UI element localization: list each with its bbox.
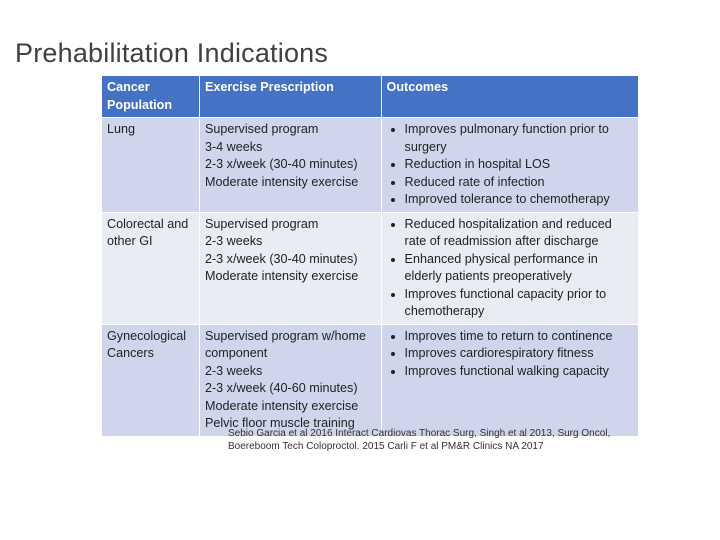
outcomes-list: Improves pulmonary function prior to sur… [387, 121, 633, 209]
prescription-item: Moderate intensity exercise [204, 269, 359, 283]
prescription-item: 2-3 x/week (30-40 minutes) [204, 157, 358, 171]
outcomes-list: Improves time to return to continenceImp… [387, 328, 633, 381]
prescription-item: 2-3 x/week (40-60 minutes) [204, 381, 358, 395]
prescription-cell: Supervised program 2-3 weeks 2-3 x/week (3… [198, 211, 382, 325]
header-cell: Outcomes [380, 75, 640, 118]
slide-title: Prehabilitation Indications [15, 38, 329, 68]
outcome-item: Reduced rate of infection [405, 174, 633, 192]
outcomes-list: Reduced hospitalization and reduced rate… [387, 216, 633, 321]
table-row: Colorectal and other GI Supervised progra… [101, 211, 640, 325]
prescription-item: Supervised program [204, 122, 319, 136]
citation-line: Boereboom Tech Coloproctol. 2015 Carli F… [228, 441, 544, 452]
outcomes-cell: Improves time to return to continenceImp… [380, 323, 640, 437]
outcome-item: Improves pulmonary function prior to sur… [405, 121, 633, 156]
prescription-cell: Supervised program 3-4 weeks 2-3 x/week (3… [198, 117, 382, 213]
header-row: Cancer Population Exercise Prescription Ou… [101, 75, 640, 118]
citation: Sebio Garcia et al 2016 Interact Cardiov… [228, 427, 610, 453]
prescription-item: Supervised program [204, 216, 319, 231]
outcomes-cell: Reduced hospitalization and reduced rate… [380, 211, 640, 325]
population-cell: Gynecological Cancers [101, 323, 200, 437]
outcome-item: Improves cardiorespiratory fitness [405, 345, 633, 363]
header-cell: Cancer Population [101, 75, 200, 118]
population-cell: Lung [101, 117, 200, 213]
citation-line: Sebio Garcia et al 2016 Interact Cardiov… [228, 428, 611, 439]
prescription-item: 3-4 weeks [204, 139, 263, 154]
outcome-item: Reduction in hospital LOS [405, 156, 633, 174]
prescription-item: 2-3 weeks [204, 234, 263, 248]
header-cell: Exercise Prescription [198, 75, 382, 118]
outcome-item: Enhanced physical performance in elderly… [405, 251, 633, 286]
prescription-item: Pelvic floor muscle training [204, 416, 355, 430]
prescription-item: Moderate intensity exercise [204, 174, 359, 189]
outcome-item: Reduced hospitalization and reduced rate… [405, 216, 633, 251]
outcome-item: Improved tolerance to chemotherapy [405, 191, 633, 209]
prescription-item: Moderate intensity exercise [204, 398, 359, 413]
prescription-cell: Supervised program w/home component 2-3 w… [198, 323, 382, 437]
prescription-item: 2-3 weeks [204, 363, 263, 378]
outcome-item: Improves functional capacity prior to ch… [405, 286, 633, 321]
outcome-item: Improves time to return to continence [405, 328, 633, 346]
prescription-item: Supervised program w/home component [204, 328, 366, 361]
table-row: Gynecological Cancers Supervised program … [101, 323, 640, 437]
prescription-item: 2-3 x/week (30-40 minutes) [204, 251, 358, 266]
outcomes-cell: Improves pulmonary function prior to sur… [380, 117, 640, 213]
outcome-item: Improves functional walking capacity [405, 363, 633, 381]
table-row: Lung Supervised program 3-4 weeks 2-3 x/wee… [101, 117, 640, 213]
indications-table: Cancer Population Exercise Prescription Ou… [101, 75, 640, 437]
population-cell: Colorectal and other GI [101, 211, 200, 325]
